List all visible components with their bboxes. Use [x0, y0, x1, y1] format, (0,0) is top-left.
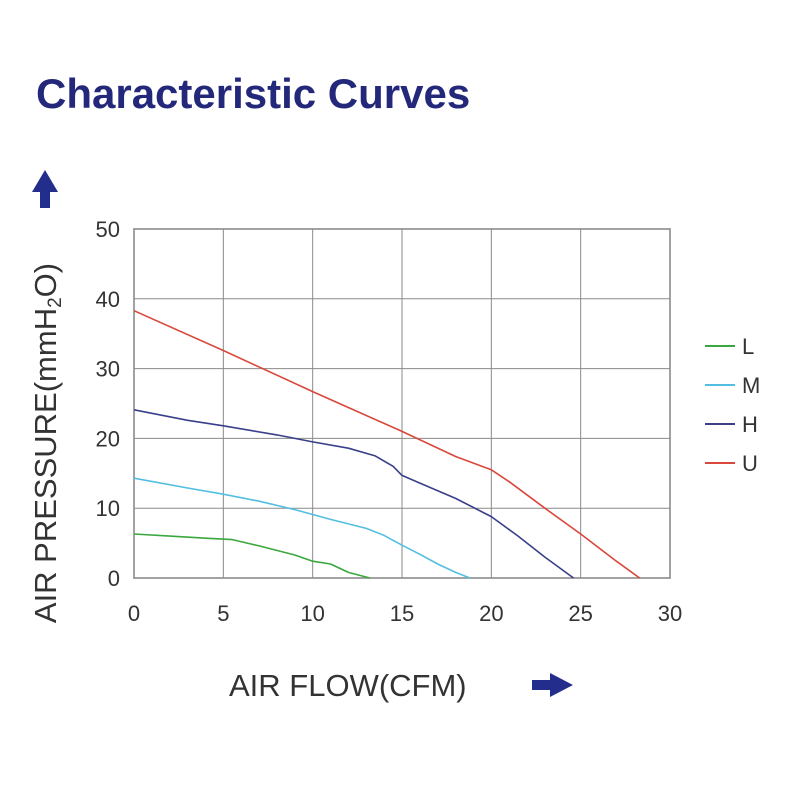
y-tick-label: 40 — [96, 287, 120, 312]
x-axis-label: AIR FLOW(CFM) — [229, 668, 467, 703]
y-axis-label-suffix: O) — [28, 263, 63, 297]
legend-label-h: H — [742, 412, 758, 437]
chart-title: Characteristic Curves — [36, 70, 470, 117]
up-arrow-icon — [32, 170, 58, 208]
y-tick-label: 0 — [108, 566, 120, 591]
x-tick-label: 5 — [217, 601, 229, 626]
y-tick-label: 20 — [96, 426, 120, 451]
legend-label-l: L — [742, 334, 754, 359]
x-tick-label: 25 — [568, 601, 592, 626]
y-tick-label: 50 — [96, 217, 120, 242]
x-tick-label: 20 — [479, 601, 503, 626]
legend-label-m: M — [742, 373, 760, 398]
x-tick-label: 0 — [128, 601, 140, 626]
x-tick-label: 10 — [300, 601, 324, 626]
series-line-h — [133, 409, 574, 579]
series-line-u — [133, 309, 641, 579]
series-line-l — [133, 533, 371, 579]
x-tick-label: 15 — [390, 601, 414, 626]
y-axis-label-subscript: 2 — [45, 297, 66, 308]
y-axis-label: AIR PRESSURE(mmH2O) — [28, 263, 66, 623]
grid-lines — [133, 228, 671, 579]
right-arrow-icon — [532, 673, 573, 697]
y-tick-label: 10 — [96, 496, 120, 521]
x-tick-labels: 0 5 10 15 20 25 30 — [128, 601, 682, 626]
y-tick-labels: 0 10 20 30 40 50 — [96, 217, 120, 591]
legend-label-u: U — [742, 451, 758, 476]
x-tick-label: 30 — [658, 601, 682, 626]
y-tick-label: 30 — [96, 357, 120, 382]
series-lines — [133, 309, 641, 579]
y-axis-label-prefix: AIR PRESSURE(mmH — [28, 308, 63, 623]
series-line-m — [133, 477, 471, 579]
